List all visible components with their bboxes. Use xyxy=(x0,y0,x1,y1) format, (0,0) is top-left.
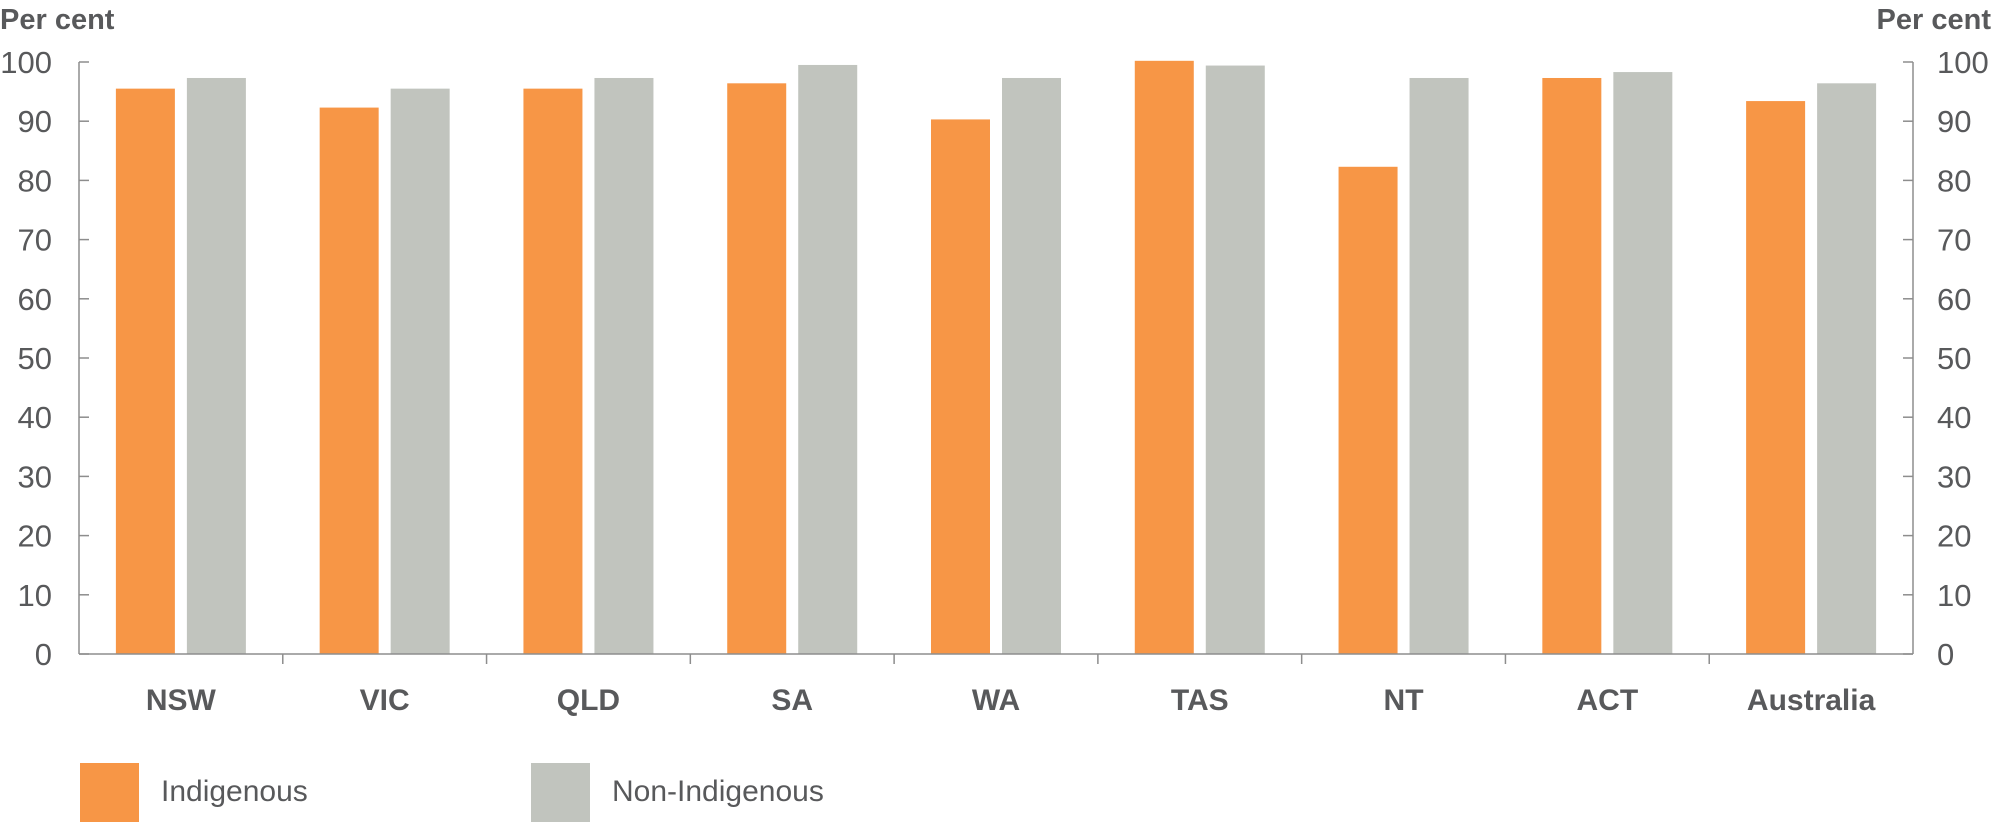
right-tick-label-70: 70 xyxy=(1937,223,1971,258)
axes-group: 0 0 10 10 20 20 30 30 40 40 50 50 60 60 70 70 80 80 90 90 10… xyxy=(0,45,1988,717)
bar-chart: Per cent Per cent 0 0 10 10 20 20 30 30 40 40 50 50… xyxy=(0,4,1991,717)
left-tick-label-100: 100 xyxy=(0,45,52,80)
bar-indigenous-nsw xyxy=(115,88,175,654)
left-tick-label-0: 0 xyxy=(35,637,52,672)
category-label-tas: TAS xyxy=(1171,684,1229,717)
legend-label-non-indigenous: Non-Indigenous xyxy=(612,775,824,808)
left-tick-label-30: 30 xyxy=(18,459,52,494)
bar-indigenous-vic xyxy=(319,107,379,655)
right-tick-label-60: 60 xyxy=(1937,282,1971,317)
bar-non-indigenous-nsw xyxy=(186,77,246,654)
right-axis-unit-label: Per cent xyxy=(1877,4,1991,36)
bar-indigenous-tas xyxy=(1134,60,1194,655)
bars-group xyxy=(115,60,1877,655)
bar-non-indigenous-act xyxy=(1613,72,1673,654)
right-tick-label-0: 0 xyxy=(1937,637,1954,672)
category-label-nt: NT xyxy=(1384,684,1424,717)
category-label-wa: WA xyxy=(972,684,1020,717)
bar-non-indigenous-wa xyxy=(1002,77,1061,654)
legend-item-indigenous: Indigenous xyxy=(80,762,308,822)
right-tick-label-90: 90 xyxy=(1937,104,1971,139)
left-tick-label-90: 90 xyxy=(18,104,52,139)
legend-swatch-indigenous xyxy=(80,762,139,822)
bar-non-indigenous-sa xyxy=(798,64,858,654)
bar-non-indigenous-australia xyxy=(1817,83,1877,654)
bar-non-indigenous-nt xyxy=(1409,77,1469,654)
bar-indigenous-nt xyxy=(1338,166,1398,654)
category-label-qld: QLD xyxy=(557,684,620,717)
legend-item-non-indigenous: Non-Indigenous xyxy=(531,762,824,822)
bar-indigenous-qld xyxy=(523,88,583,654)
bar-non-indigenous-vic xyxy=(390,88,450,654)
category-label-nsw: NSW xyxy=(146,684,217,717)
left-tick-label-10: 10 xyxy=(18,578,52,613)
right-tick-label-30: 30 xyxy=(1937,459,1971,494)
left-tick-label-20: 20 xyxy=(18,519,52,554)
bar-non-indigenous-qld xyxy=(594,77,654,654)
right-tick-label-100: 100 xyxy=(1937,45,1989,80)
legend-label-indigenous: Indigenous xyxy=(161,775,308,808)
bar-indigenous-wa xyxy=(931,119,990,654)
right-tick-label-50: 50 xyxy=(1937,341,1971,376)
right-tick-label-80: 80 xyxy=(1937,163,1971,198)
left-tick-label-80: 80 xyxy=(18,163,52,198)
left-axis-unit-label: Per cent xyxy=(0,4,115,36)
category-label-vic: VIC xyxy=(360,684,410,717)
left-tick-label-60: 60 xyxy=(18,282,52,317)
category-label-sa: SA xyxy=(771,684,813,717)
bar-non-indigenous-tas xyxy=(1205,65,1265,654)
category-label-australia: Australia xyxy=(1747,684,1876,717)
right-tick-label-10: 10 xyxy=(1937,578,1971,613)
left-tick-label-70: 70 xyxy=(18,223,52,258)
legend-swatch-non-indigenous xyxy=(531,762,590,822)
right-tick-label-40: 40 xyxy=(1937,400,1971,435)
left-tick-label-40: 40 xyxy=(18,400,52,435)
bar-indigenous-australia xyxy=(1746,101,1806,654)
bar-indigenous-act xyxy=(1542,77,1602,654)
right-tick-label-20: 20 xyxy=(1937,519,1971,554)
bar-indigenous-sa xyxy=(727,83,787,654)
category-label-act: ACT xyxy=(1577,684,1639,717)
left-tick-label-50: 50 xyxy=(18,341,52,376)
